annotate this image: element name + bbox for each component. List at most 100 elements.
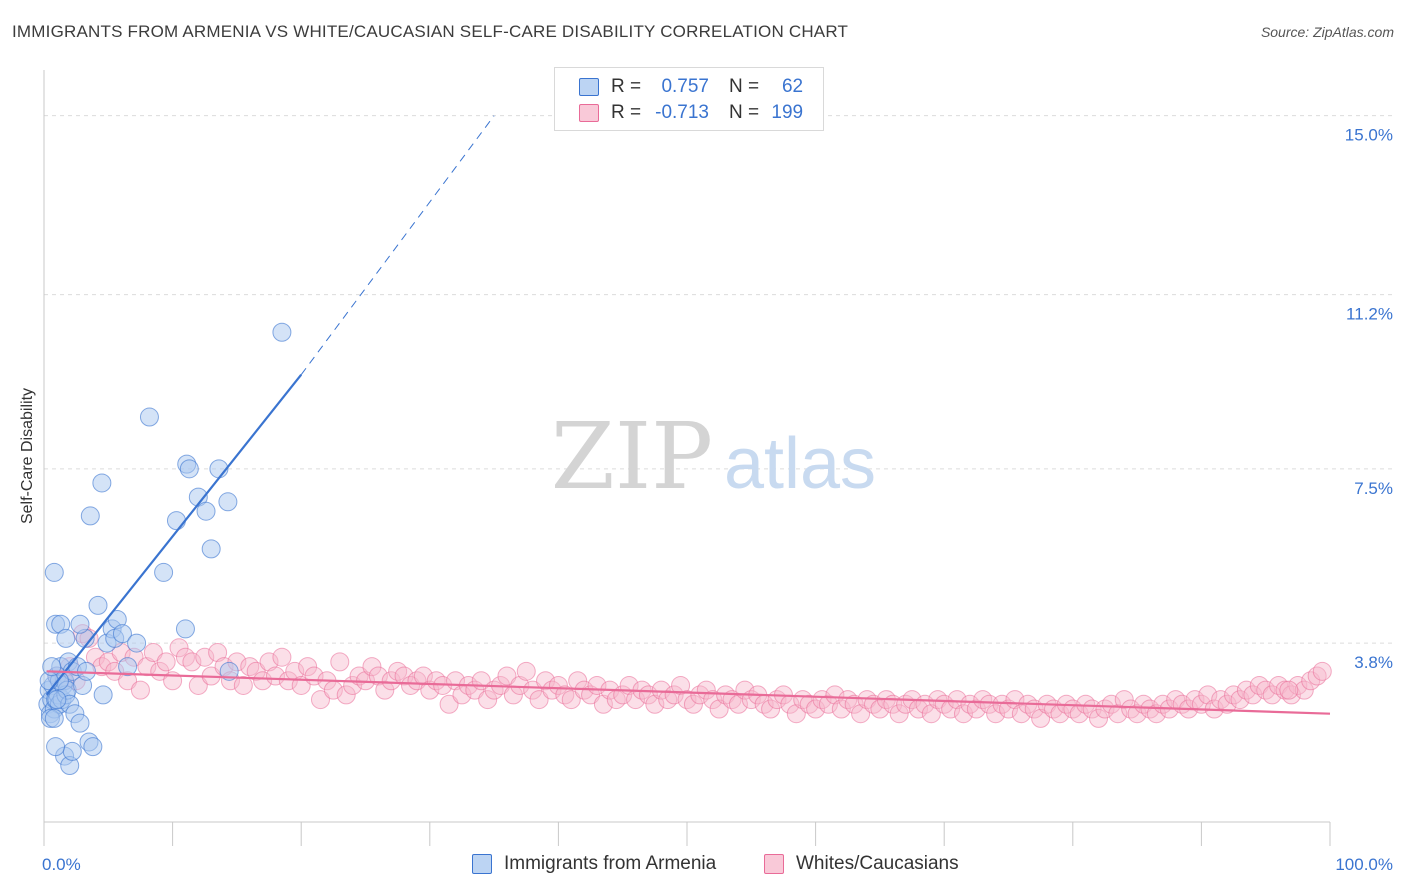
data-point-armenia	[218, 492, 238, 512]
data-point-whites	[1217, 694, 1237, 714]
data-point-whites	[851, 704, 871, 724]
legend-swatch-blue	[579, 78, 599, 96]
data-point-whites	[368, 666, 388, 686]
data-point-armenia	[46, 737, 66, 757]
legend-n-value: 199	[771, 102, 804, 123]
data-point-whites	[182, 652, 202, 672]
data-point-armenia	[44, 562, 64, 582]
data-point-whites	[1031, 708, 1051, 728]
data-point-whites	[941, 699, 961, 719]
data-point-whites	[265, 666, 285, 686]
data-point-whites	[362, 657, 382, 677]
data-point-armenia	[80, 506, 100, 526]
data-point-whites	[298, 657, 318, 677]
y-tick-label: 15.0%	[1345, 126, 1393, 145]
data-point-armenia	[154, 562, 174, 582]
stats-legend: R = 0.757 N = 62 R = -0.713 N = 199	[554, 67, 824, 131]
data-point-whites	[330, 652, 350, 672]
data-point-whites	[986, 704, 1006, 724]
data-point-whites	[1089, 708, 1109, 728]
data-point-whites	[728, 694, 748, 714]
data-point-whites	[413, 666, 433, 686]
data-point-armenia	[70, 713, 90, 733]
data-point-armenia	[56, 628, 76, 648]
data-point-whites	[529, 690, 549, 710]
legend-r-value: 0.757	[661, 76, 709, 97]
series-whites-points	[47, 624, 1332, 728]
data-point-whites	[310, 690, 330, 710]
data-point-whites	[381, 671, 401, 691]
data-point-whites	[999, 699, 1018, 719]
legend-swatch-pink	[579, 104, 599, 122]
watermark: ZIP atlas	[551, 403, 876, 510]
data-point-whites	[169, 638, 189, 658]
data-point-armenia	[44, 708, 64, 728]
data-point-armenia	[196, 501, 216, 521]
watermark-atlas: atlas	[724, 424, 876, 504]
data-point-armenia	[76, 661, 96, 681]
legend-item-whites: Whites/Caucasians	[764, 853, 959, 875]
y-tick-label: 11.2%	[1346, 305, 1393, 324]
y-tick-label: 7.5%	[1354, 479, 1393, 498]
data-point-whites	[947, 690, 967, 710]
data-point-whites	[761, 699, 781, 719]
data-point-whites	[786, 704, 806, 724]
data-point-whites	[510, 675, 530, 695]
data-point-whites	[536, 671, 556, 691]
data-point-whites	[1108, 704, 1128, 724]
data-point-whites	[195, 647, 215, 667]
legend-label-whites: Whites/Caucasians	[796, 853, 959, 874]
axes	[43, 70, 1331, 846]
data-point-armenia	[166, 511, 186, 531]
y-tick-label: 3.8%	[1354, 653, 1393, 672]
data-point-whites	[208, 642, 228, 662]
trend-line-whites	[46, 670, 1331, 715]
data-point-whites	[1279, 680, 1299, 700]
data-point-whites	[1127, 704, 1147, 724]
data-point-armenia	[83, 737, 103, 757]
data-point-whites	[259, 652, 279, 672]
data-point-whites	[921, 704, 941, 724]
chart-source: Source: ZipAtlas.com	[1260, 24, 1394, 40]
legend-n-label: N =	[729, 102, 760, 123]
data-point-whites	[844, 694, 864, 714]
data-point-armenia	[127, 633, 147, 653]
data-point-whites	[548, 675, 568, 695]
chart-title: IMMIGRANTS FROM ARMENIA VS WHITE/CAUCASI…	[12, 22, 849, 41]
data-point-whites	[671, 675, 691, 695]
data-point-armenia	[175, 619, 195, 639]
data-point-whites	[336, 685, 356, 705]
data-point-armenia	[139, 407, 159, 427]
data-point-whites	[253, 671, 273, 691]
data-point-armenia	[92, 473, 112, 493]
y-axis-label: Self-Care Disability	[19, 387, 36, 525]
data-point-armenia	[201, 539, 221, 559]
data-point-whites	[953, 704, 973, 724]
data-point-whites	[439, 694, 459, 714]
data-point-whites	[246, 661, 266, 681]
legend-swatch-pink	[764, 854, 784, 874]
legend-r-value: -0.713	[655, 102, 709, 123]
data-point-whites	[1243, 685, 1263, 705]
data-point-whites	[561, 690, 581, 710]
trend-lines	[45, 115, 1331, 715]
legend-r-label: R =	[611, 102, 642, 123]
data-point-whites	[818, 694, 838, 714]
data-point-whites	[645, 694, 665, 714]
x-tick-label-max: 100.0%	[1335, 855, 1393, 874]
x-tick-label-min: 0.0%	[42, 855, 81, 874]
series-armenia-points	[38, 322, 292, 775]
data-point-whites	[593, 694, 613, 714]
data-point-whites	[85, 647, 105, 667]
trend-line-armenia-extrapolated	[300, 115, 495, 375]
legend-item-armenia: Immigrants from Armenia	[472, 853, 716, 875]
data-point-whites	[825, 685, 845, 705]
legend-swatch-blue	[472, 854, 492, 874]
data-point-armenia	[42, 657, 62, 677]
data-point-armenia	[179, 459, 199, 479]
legend-r-label: R =	[611, 76, 642, 97]
legend-n-value: 62	[781, 76, 804, 97]
data-point-whites	[523, 680, 543, 700]
data-point-whites	[233, 675, 253, 695]
